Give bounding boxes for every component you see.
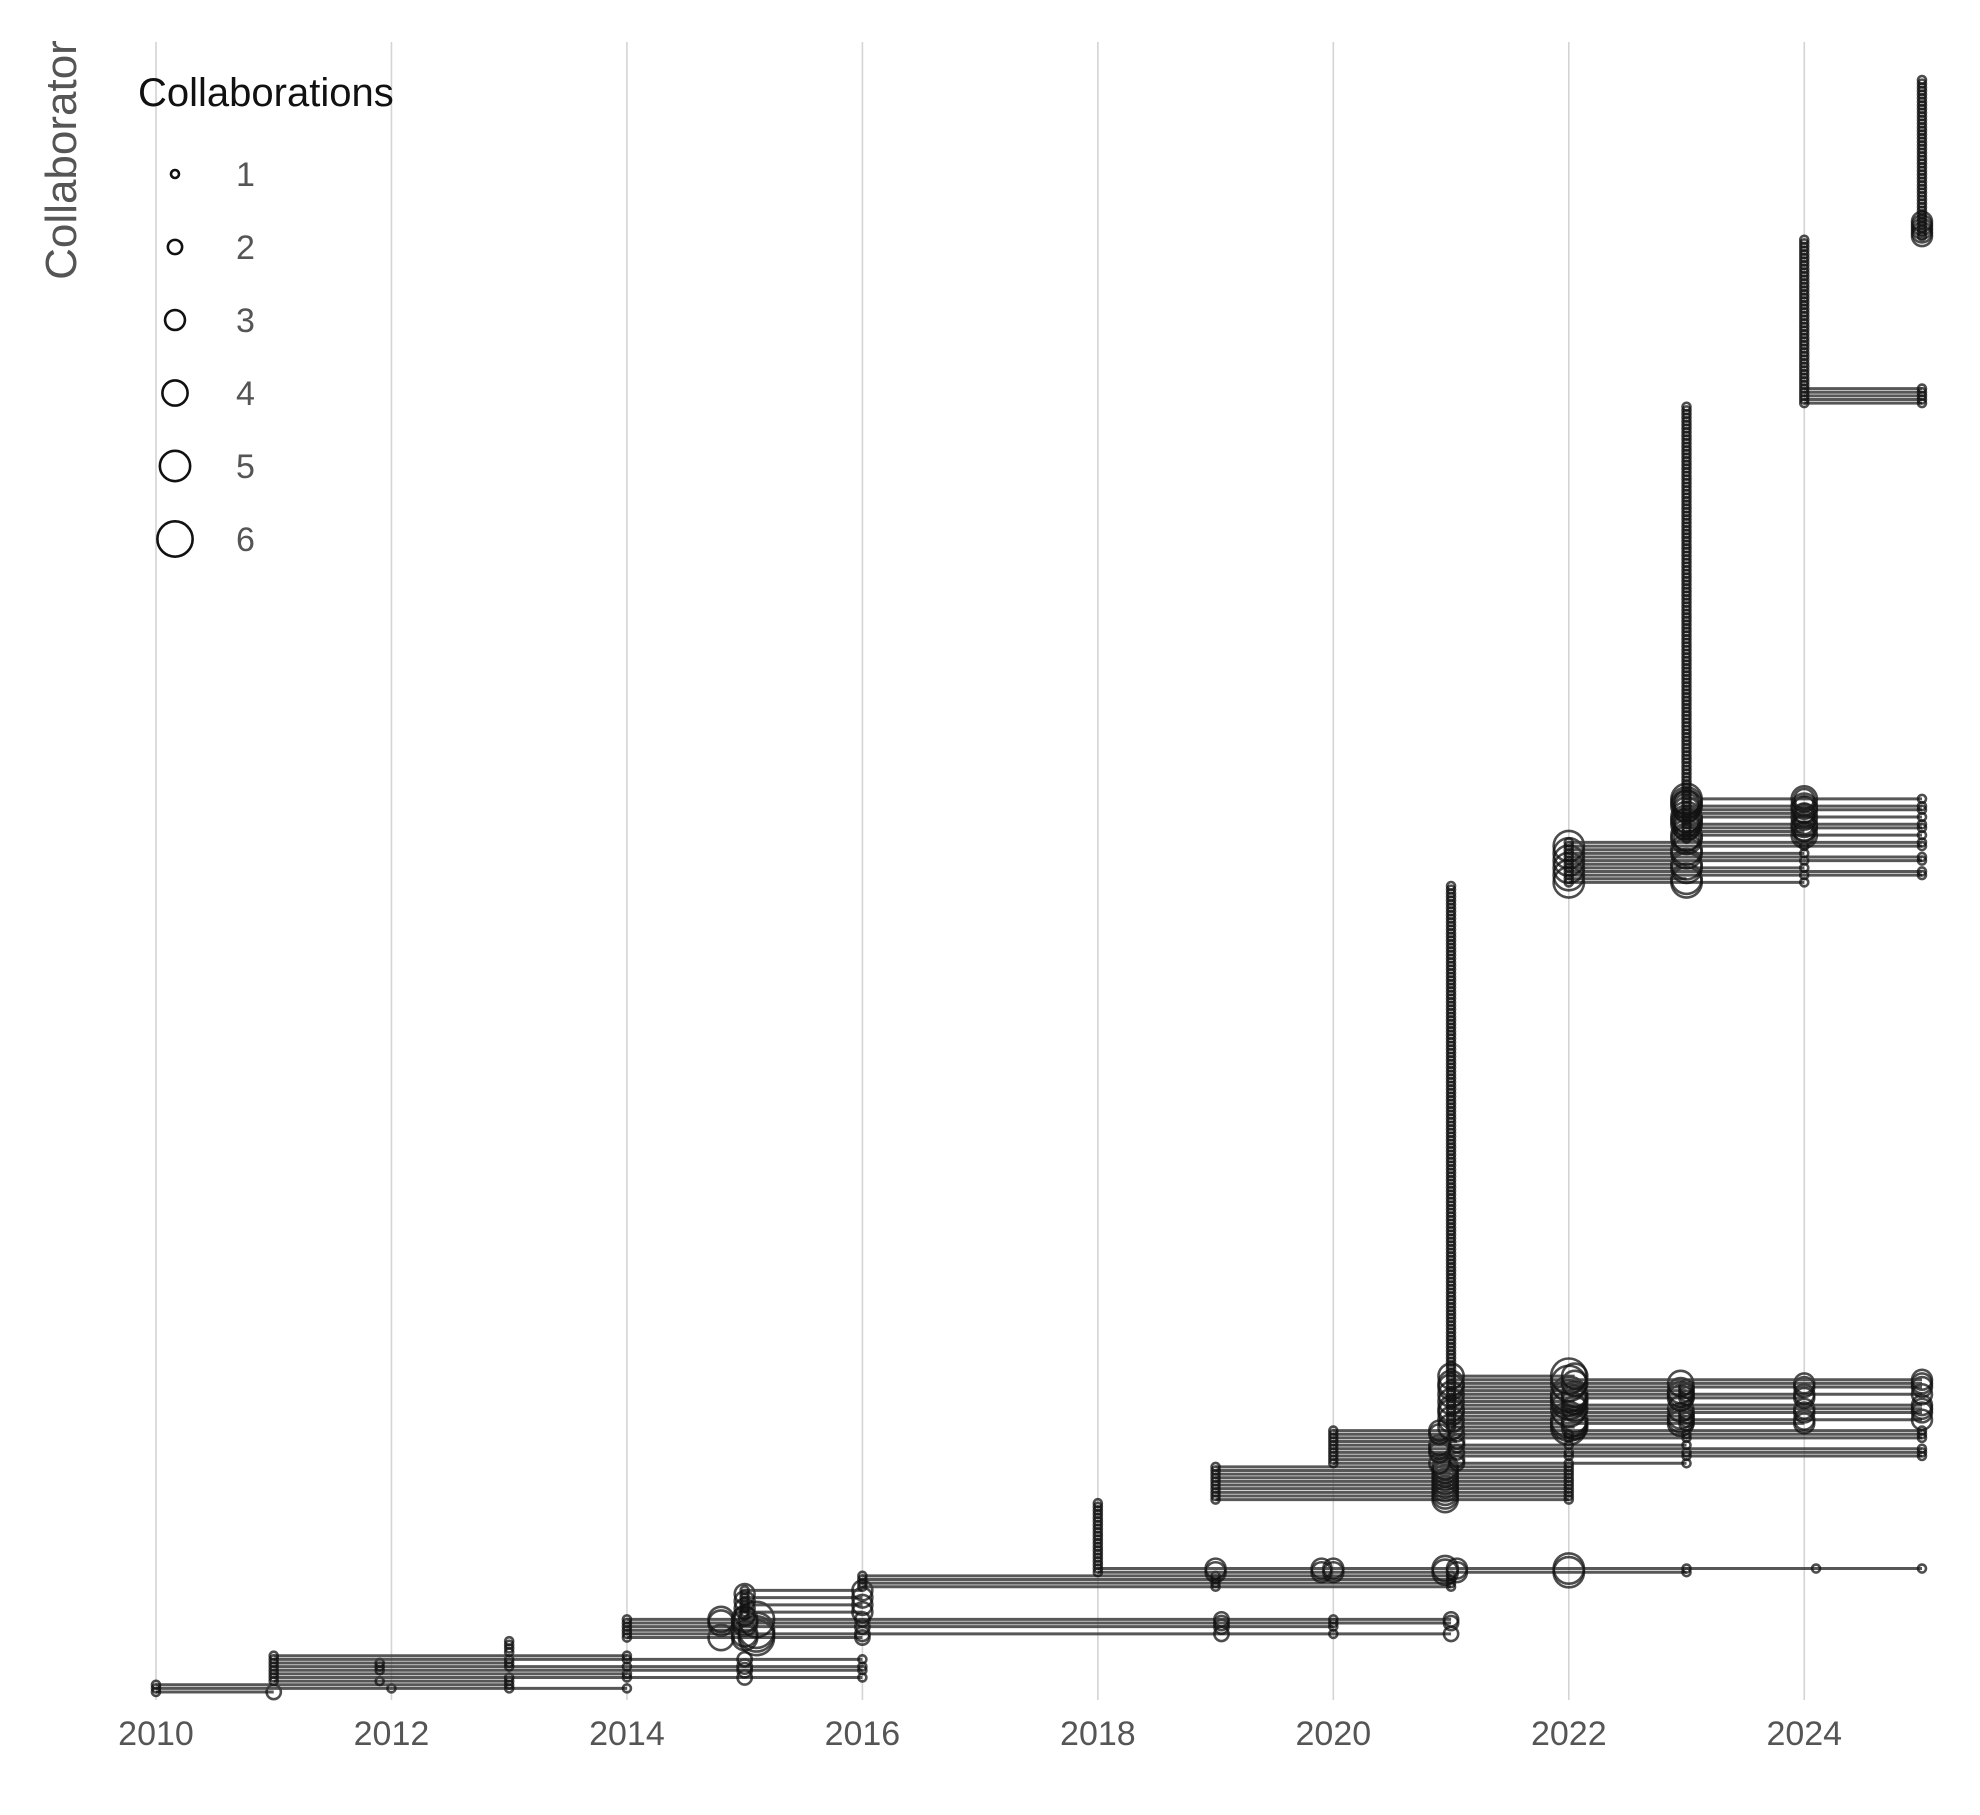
x-tick-label: 2012: [354, 1715, 430, 1753]
plot-marks: [150, 74, 1934, 1701]
cohort-2019: [1210, 1453, 1575, 1514]
x-axis: 2010 2012 2014 2016 2018 2020 2022 2024: [118, 1715, 1842, 1753]
cohort-2011: [268, 1650, 868, 1687]
x-tick-label: 2016: [825, 1715, 901, 1753]
x-tick-label: 2018: [1060, 1715, 1136, 1753]
collaboration-point: [1916, 866, 1928, 877]
collaboration-point: [1322, 1557, 1345, 1580]
legend-size-circle: [163, 308, 187, 332]
first-collaboration-point: [1445, 880, 1457, 892]
cohort-2014: [621, 1600, 1460, 1657]
gridlines: [155, 42, 1806, 1700]
legend-size-circle: [166, 238, 184, 256]
collaboration-point: [621, 1683, 633, 1694]
first-collaboration-point: [1681, 401, 1692, 413]
legend-size-label: 3: [236, 302, 255, 340]
collaboration-point: [733, 1582, 756, 1606]
collaboration-point: [707, 1605, 736, 1634]
collaboration-point: [1437, 1380, 1465, 1409]
collaboration-point: [1552, 1552, 1586, 1586]
collaboration-point: [851, 1600, 874, 1624]
x-tick-label: 2024: [1766, 1715, 1842, 1753]
collaboration-point: [1790, 784, 1819, 813]
legend-size-label: 1: [236, 156, 255, 194]
first-collaboration-point: [1681, 405, 1692, 416]
first-collaboration-point: [1563, 837, 1575, 848]
collaboration-point: [1666, 1369, 1695, 1398]
cohort-2020: [1328, 1419, 1928, 1475]
first-collaboration-point: [739, 1585, 750, 1596]
collaboration-point: [737, 1600, 776, 1639]
first-collaboration-point: [1092, 1501, 1104, 1513]
collaboration-point: [1790, 792, 1819, 821]
first-collaboration-point: [1210, 1461, 1221, 1473]
collaboration-point: [1810, 1563, 1822, 1574]
cohort-2010: [150, 1679, 633, 1701]
legend-size-circle: [158, 449, 192, 483]
first-collaboration-point: [1092, 1497, 1104, 1509]
collaboration-point: [1916, 383, 1928, 394]
cohort-2013: [503, 1635, 515, 1658]
collaboration-point: [1916, 851, 1928, 863]
legend-size-circle: [169, 168, 181, 180]
cohort-2022: [1552, 829, 1928, 899]
collaboration-point: [1552, 829, 1586, 863]
collaboration-point: [851, 1593, 874, 1617]
legend-title: Collaborations: [138, 71, 394, 115]
collaboration-point: [1910, 1368, 1934, 1392]
first-collaboration-point: [857, 1570, 868, 1582]
collaboration-point: [857, 1654, 868, 1665]
first-collaboration-point: [621, 1614, 633, 1625]
collaboration-point: [1916, 1563, 1928, 1574]
collaboration-point: [1437, 1362, 1465, 1391]
first-collaboration-point: [1798, 234, 1810, 246]
cohort-2016: [857, 1570, 1457, 1593]
first-collaboration-point: [1916, 78, 1928, 89]
legend-size-label: 4: [236, 375, 255, 413]
collaboration-point: [1793, 787, 1816, 811]
collaboration-point: [1560, 1369, 1589, 1398]
collaboration-point: [1916, 1425, 1928, 1436]
collaboration-point: [1445, 1557, 1469, 1580]
first-collaboration-point: [1798, 238, 1810, 249]
first-collaboration-point: [1916, 74, 1928, 86]
first-collaboration-point: [503, 1639, 515, 1651]
collaboration-point: [621, 1650, 633, 1661]
x-tick-label: 2010: [118, 1715, 194, 1753]
first-collaboration-point: [150, 1679, 162, 1691]
first-collaboration-point: [1328, 1425, 1339, 1436]
x-tick-label: 2022: [1531, 1715, 1607, 1753]
collaboration-point: [1431, 1554, 1460, 1583]
legend-size-label: 5: [236, 448, 255, 486]
legend-size-circle: [156, 520, 194, 558]
cohort-2023: [1670, 401, 1928, 856]
x-tick-label: 2020: [1296, 1715, 1372, 1753]
cohort-2025: [1910, 74, 1934, 248]
legend-size-label: 2: [236, 229, 255, 267]
y-axis-label: Collaborator: [37, 40, 86, 280]
collaboration-point: [1916, 1443, 1928, 1455]
x-tick-label: 2014: [589, 1715, 665, 1753]
first-collaboration-point: [268, 1650, 280, 1661]
legend-size-circle: [161, 379, 189, 407]
collaboration-point: [1793, 1372, 1816, 1395]
collaboration-point: [1681, 1563, 1692, 1574]
collaboration-point: [1437, 1369, 1465, 1398]
cohort-2018: [1092, 1497, 1928, 1589]
collaboration-point: [1328, 1614, 1339, 1625]
first-collaboration-point: [1445, 884, 1457, 895]
collaboration-point: [1213, 1610, 1230, 1628]
collaboration-point: [1916, 793, 1928, 805]
collaboration-point: [1442, 1610, 1460, 1628]
first-collaboration-point: [503, 1635, 515, 1647]
collaboration-point: [1560, 1362, 1589, 1391]
legend-size-label: 6: [236, 521, 255, 559]
cohort-2021: [1437, 880, 1934, 1446]
cohort-2024: [1798, 234, 1928, 409]
legend: Collaborations 1 2 3 4 5 6: [138, 71, 394, 559]
collaboration-point: [1204, 1557, 1227, 1580]
collaboration-point: [1310, 1557, 1333, 1580]
